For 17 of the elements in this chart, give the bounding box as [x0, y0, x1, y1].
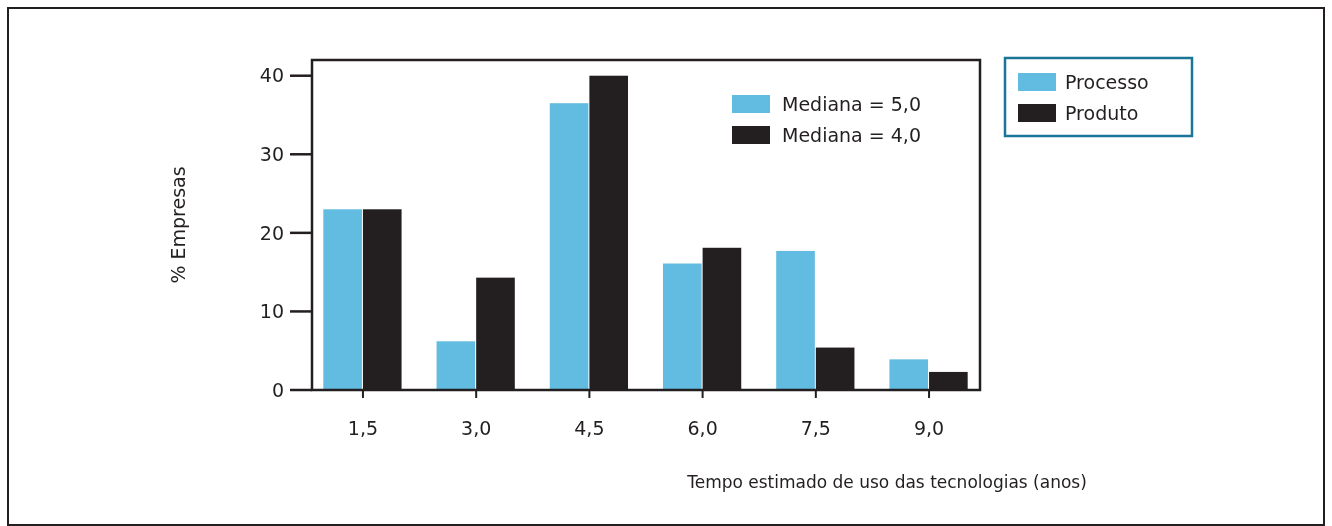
annotation: Mediana = 5,0	[782, 92, 921, 115]
annotation: Mediana = 4,0	[782, 123, 921, 146]
y-tick-label: 40	[259, 64, 284, 87]
x-tick-label: 6,0	[687, 417, 718, 439]
y-tick-label: 10	[259, 300, 284, 323]
y-tick-label: 20	[259, 221, 284, 244]
x-tick-label: 9,0	[913, 417, 945, 439]
x-tick-label: 4,5	[574, 417, 605, 439]
x-tick-label: 7,5	[800, 417, 831, 439]
x-tick-label: 3,0	[461, 417, 492, 439]
legend-label: Processo	[1065, 70, 1149, 93]
y-tick-label: 0	[271, 378, 284, 401]
x-tick-label: 1,5	[347, 417, 379, 439]
x-axis-title: Tempo estimado de uso das tecnologias (anos)	[686, 472, 1087, 492]
y-tick-label: 30	[259, 142, 284, 165]
legend-label: Produto	[1065, 101, 1139, 124]
y-axis-title: % Empresas	[167, 166, 189, 284]
